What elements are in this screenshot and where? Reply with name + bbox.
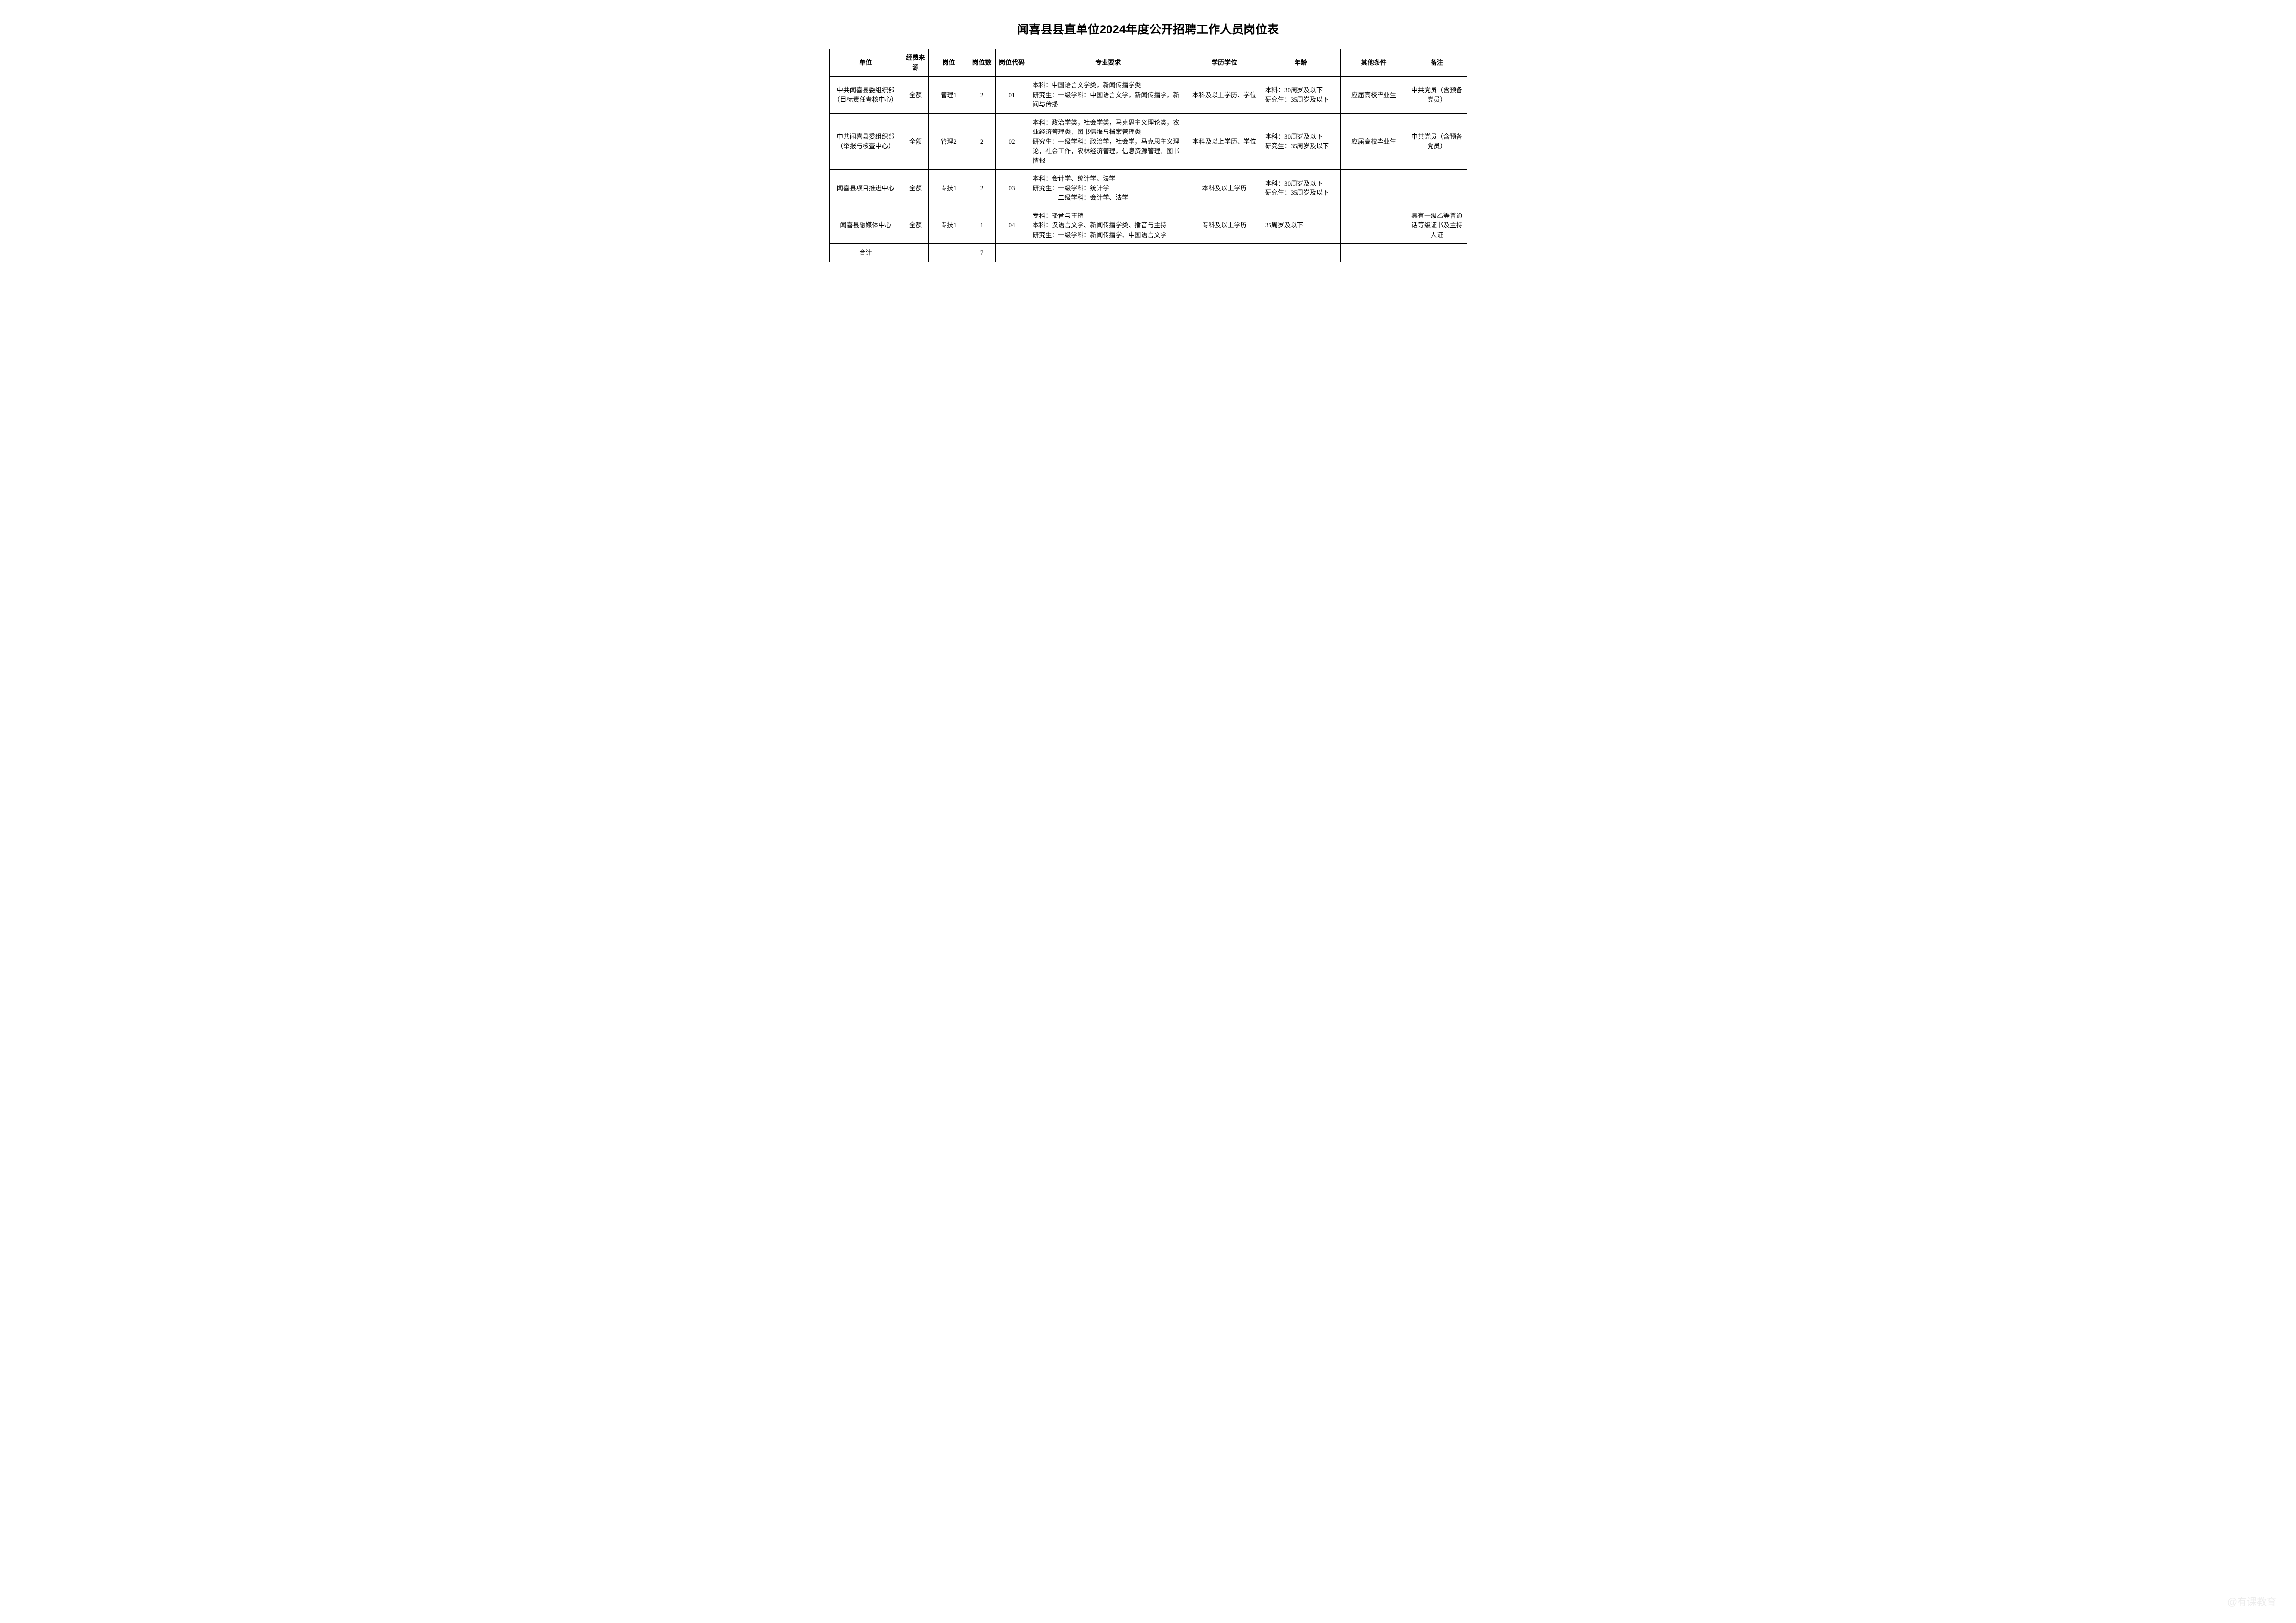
total-cell-2 — [929, 244, 969, 262]
table-row: 中共闻喜县委组织部（目标责任考核中心）全额管理1201本科：中国语言文学类，新闻… — [829, 77, 1467, 114]
cell-note: 中共党员（含预备党员） — [1407, 77, 1467, 114]
table-total-row: 合计 7 — [829, 244, 1467, 262]
cell-post: 专技1 — [929, 170, 969, 207]
cell-post: 专技1 — [929, 207, 969, 244]
cell-edu: 专科及以上学历 — [1188, 207, 1261, 244]
cell-count: 2 — [969, 77, 995, 114]
table-row: 闻喜县项目推进中心全额专技1203本科：会计学、统计学、法学 研究生：一级学科：… — [829, 170, 1467, 207]
cell-code: 03 — [995, 170, 1028, 207]
cell-count: 2 — [969, 170, 995, 207]
table-header-row: 单位 经费来源 岗位 岗位数 岗位代码 专业要求 学历学位 年龄 其他条件 备注 — [829, 49, 1467, 77]
table-row: 闻喜县融媒体中心全额专技1104专科：播音与主持 本科：汉语言文学、新闻传播学类… — [829, 207, 1467, 244]
cell-unit: 闻喜县项目推进中心 — [829, 170, 902, 207]
cell-edu: 本科及以上学历、学位 — [1188, 77, 1261, 114]
cell-major: 专科：播音与主持 本科：汉语言文学、新闻传播学类、播音与主持 研究生：一级学科：… — [1028, 207, 1188, 244]
cell-unit: 中共闻喜县委组织部（举报与核查中心） — [829, 113, 902, 170]
cell-age: 本科：30周岁及以下 研究生：35周岁及以下 — [1261, 170, 1340, 207]
cell-code: 04 — [995, 207, 1028, 244]
cell-fund: 全额 — [902, 77, 929, 114]
total-cell-6 — [1188, 244, 1261, 262]
page-title: 闻喜县县直单位2024年度公开招聘工作人员岗位表 — [829, 20, 1467, 37]
cell-major: 本科：政治学类，社会学类，马克思主义理论类，农业经济管理类，图书情报与档案管理类… — [1028, 113, 1188, 170]
cell-other: 应届高校毕业生 — [1341, 77, 1407, 114]
cell-other — [1341, 170, 1407, 207]
cell-note — [1407, 170, 1467, 207]
cell-major: 本科：会计学、统计学、法学 研究生：一级学科：统计学 二级学科：会计学、法学 — [1028, 170, 1188, 207]
table-body: 中共闻喜县委组织部（目标责任考核中心）全额管理1201本科：中国语言文学类，新闻… — [829, 77, 1467, 262]
cell-age: 35周岁及以下 — [1261, 207, 1340, 244]
cell-post: 管理1 — [929, 77, 969, 114]
th-post: 岗位 — [929, 49, 969, 77]
cell-other — [1341, 207, 1407, 244]
total-cell-3: 7 — [969, 244, 995, 262]
cell-note: 具有一级乙等普通话等级证书及主持人证 — [1407, 207, 1467, 244]
table-row: 中共闻喜县委组织部（举报与核查中心）全额管理2202本科：政治学类，社会学类，马… — [829, 113, 1467, 170]
th-count: 岗位数 — [969, 49, 995, 77]
th-edu: 学历学位 — [1188, 49, 1261, 77]
th-note: 备注 — [1407, 49, 1467, 77]
th-unit: 单位 — [829, 49, 902, 77]
watermark-text: @有课教育 — [2227, 1594, 2276, 1608]
cell-code: 01 — [995, 77, 1028, 114]
th-code: 岗位代码 — [995, 49, 1028, 77]
cell-code: 02 — [995, 113, 1028, 170]
th-age: 年龄 — [1261, 49, 1340, 77]
cell-count: 2 — [969, 113, 995, 170]
cell-count: 1 — [969, 207, 995, 244]
cell-note: 中共党员（含预备党员） — [1407, 113, 1467, 170]
cell-unit: 中共闻喜县委组织部（目标责任考核中心） — [829, 77, 902, 114]
cell-unit: 闻喜县融媒体中心 — [829, 207, 902, 244]
th-major: 专业要求 — [1028, 49, 1188, 77]
th-other: 其他条件 — [1341, 49, 1407, 77]
cell-fund: 全额 — [902, 207, 929, 244]
total-cell-7 — [1261, 244, 1340, 262]
th-fund: 经费来源 — [902, 49, 929, 77]
cell-other: 应届高校毕业生 — [1341, 113, 1407, 170]
total-cell-8 — [1341, 244, 1407, 262]
total-cell-1 — [902, 244, 929, 262]
total-cell-0: 合计 — [829, 244, 902, 262]
cell-major: 本科：中国语言文学类，新闻传播学类 研究生：一级学科：中国语言文学，新闻传播学，… — [1028, 77, 1188, 114]
cell-age: 本科：30周岁及以下 研究生：35周岁及以下 — [1261, 113, 1340, 170]
document-page: 闻喜县县直单位2024年度公开招聘工作人员岗位表 单位 经费来源 岗位 岗位数 … — [829, 20, 1467, 262]
cell-post: 管理2 — [929, 113, 969, 170]
cell-age: 本科：30周岁及以下 研究生：35周岁及以下 — [1261, 77, 1340, 114]
cell-edu: 本科及以上学历 — [1188, 170, 1261, 207]
total-cell-9 — [1407, 244, 1467, 262]
recruitment-table: 单位 经费来源 岗位 岗位数 岗位代码 专业要求 学历学位 年龄 其他条件 备注… — [829, 49, 1467, 262]
cell-edu: 本科及以上学历、学位 — [1188, 113, 1261, 170]
total-cell-4 — [995, 244, 1028, 262]
cell-fund: 全额 — [902, 113, 929, 170]
total-cell-5 — [1028, 244, 1188, 262]
cell-fund: 全额 — [902, 170, 929, 207]
